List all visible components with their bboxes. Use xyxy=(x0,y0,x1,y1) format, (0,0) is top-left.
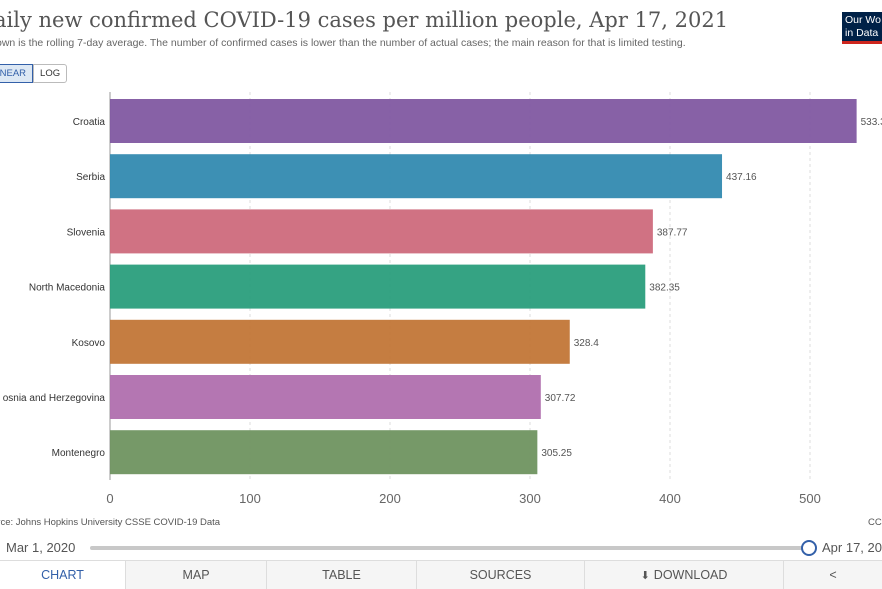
category-label: Croatia xyxy=(73,117,106,128)
category-label: Serbia xyxy=(76,172,105,183)
share-icon: < xyxy=(829,568,837,582)
tab-sources[interactable]: SOURCES xyxy=(417,561,585,589)
log-scale-button[interactable]: LOG xyxy=(33,64,68,83)
tab-bar: CHART MAP TABLE SOURCES ⬇ DOWNLOAD < xyxy=(0,560,882,589)
download-icon: ⬇ xyxy=(640,569,650,582)
tab-table[interactable]: TABLE xyxy=(267,561,417,589)
logo-line-1: Our Wo xyxy=(845,14,881,26)
timeline-end-label: Apr 17, 20 xyxy=(822,540,882,555)
category-label: North Macedonia xyxy=(29,283,106,294)
tab-download[interactable]: ⬇ DOWNLOAD xyxy=(585,561,784,589)
category-label: osnia and Herzegovina xyxy=(3,393,106,404)
category-label: Kosovo xyxy=(72,338,106,349)
category-label: Slovenia xyxy=(67,227,106,238)
logo-line-2: in Data xyxy=(845,27,879,39)
bar[interactable] xyxy=(110,209,653,254)
bar[interactable] xyxy=(110,264,646,309)
timeline-handle[interactable] xyxy=(801,540,817,556)
x-tick-label: 100 xyxy=(239,491,261,506)
bar[interactable] xyxy=(110,154,723,199)
bar[interactable] xyxy=(110,375,541,419)
bar[interactable] xyxy=(110,430,538,475)
value-label: 307.72 xyxy=(545,393,576,404)
value-label: 437.16 xyxy=(726,172,757,183)
value-label: 328.4 xyxy=(574,338,599,349)
x-tick-label: 300 xyxy=(519,491,541,506)
timeline-track[interactable] xyxy=(90,546,808,550)
owid-logo[interactable]: Our Wo in Data xyxy=(842,12,882,44)
category-label: Montenegro xyxy=(52,448,106,459)
value-label: 387.77 xyxy=(657,227,688,238)
download-label: DOWNLOAD xyxy=(653,568,728,582)
timeline-start-label: Mar 1, 2020 xyxy=(6,540,76,555)
chart-subtitle: own is the rolling 7-day average. The nu… xyxy=(0,37,686,49)
value-label: 533.3 xyxy=(861,117,882,128)
x-tick-label: 0 xyxy=(106,491,113,506)
linear-scale-button[interactable]: INEAR xyxy=(0,64,34,83)
value-label: 382.35 xyxy=(649,283,680,294)
bar[interactable] xyxy=(110,319,570,364)
bar-chart: 0 100 200 300 400 500 Croatia 533.3 Serbia 437.16… xyxy=(3,92,882,506)
source-note[interactable]: urce: Johns Hopkins University CSSE COVI… xyxy=(0,517,221,528)
x-tick-label: 400 xyxy=(659,491,681,506)
value-label: 305.25 xyxy=(541,448,572,459)
timeline: Mar 1, 2020 Apr 17, 20 xyxy=(0,536,882,558)
bar[interactable] xyxy=(110,99,857,143)
x-tick-label: 200 xyxy=(379,491,401,506)
share-button[interactable]: < xyxy=(784,561,882,589)
scale-toggle: INEAR LOG xyxy=(0,64,68,83)
x-tick-label: 500 xyxy=(799,491,821,506)
license-link[interactable]: CC xyxy=(868,517,882,528)
tab-chart[interactable]: CHART xyxy=(0,561,126,589)
tab-map[interactable]: MAP xyxy=(126,561,267,589)
chart-title: aily new confirmed COVID-19 cases per mi… xyxy=(0,8,729,32)
